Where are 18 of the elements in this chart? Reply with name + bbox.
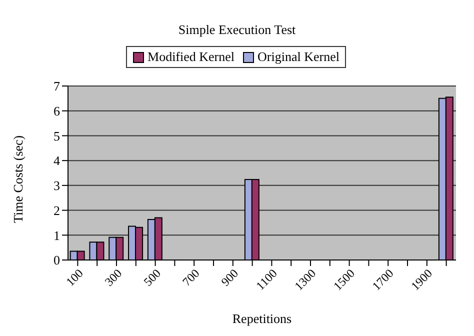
y-tick-label: 4 xyxy=(54,153,60,168)
y-tick-label: 5 xyxy=(54,128,60,144)
x-tick-label: 500 xyxy=(140,266,164,289)
y-tick-label: 0 xyxy=(54,252,60,268)
y-tick-label: 6 xyxy=(54,103,60,118)
y-tick-label: 3 xyxy=(54,178,60,194)
y-tick-label: 1 xyxy=(54,228,60,243)
x-tick-label: 700 xyxy=(180,266,202,289)
y-tick-label: 7 xyxy=(54,78,60,94)
x-tick-label: 900 xyxy=(218,266,242,289)
y-axis-title: Time Costs (sec) xyxy=(10,135,26,223)
x-tick-label: 100 xyxy=(63,266,86,289)
chart-title: Simple Execution Test xyxy=(177,21,297,39)
x-tick-label: 300 xyxy=(102,266,125,289)
legend-label: Modified Kernel xyxy=(146,49,235,65)
legend-label: Original Kernel xyxy=(256,49,340,65)
y-tick-label: 2 xyxy=(54,202,60,218)
x-axis-title: Repetitions xyxy=(232,311,292,326)
